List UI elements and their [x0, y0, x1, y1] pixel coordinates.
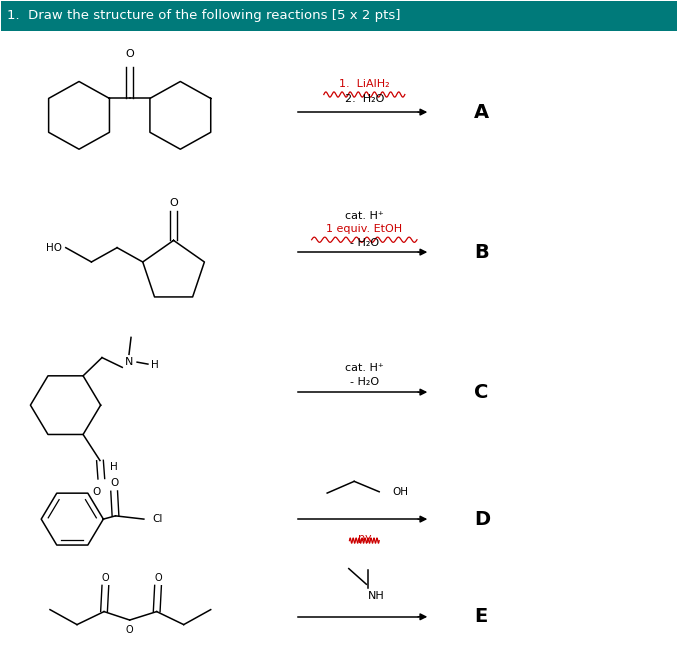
Text: CI: CI	[152, 514, 162, 524]
Text: NH: NH	[367, 591, 384, 601]
Text: cat. H⁺: cat. H⁺	[345, 362, 384, 373]
Text: O: O	[126, 625, 134, 636]
Text: D: D	[474, 509, 490, 528]
Text: A: A	[474, 103, 489, 122]
Text: OH: OH	[393, 487, 409, 497]
Text: B: B	[474, 243, 489, 262]
Text: H: H	[151, 360, 159, 370]
Text: N: N	[125, 357, 133, 367]
Text: O: O	[92, 487, 101, 496]
FancyBboxPatch shape	[1, 1, 677, 31]
Text: - H₂O: - H₂O	[350, 238, 379, 249]
Text: 1 equiv. EtOH: 1 equiv. EtOH	[326, 224, 402, 234]
Text: 1.  Draw the structure of the following reactions [5 x 2 pts]: 1. Draw the structure of the following r…	[7, 9, 400, 22]
Text: 2.  H₂O: 2. H₂O	[344, 94, 384, 104]
Text: cat. H⁺: cat. H⁺	[345, 211, 384, 221]
Text: O: O	[110, 477, 118, 488]
Text: HO: HO	[46, 243, 62, 252]
Text: O: O	[102, 573, 109, 583]
Text: O: O	[125, 49, 134, 60]
Text: E: E	[474, 608, 487, 627]
Text: O: O	[154, 573, 162, 583]
Text: py: py	[357, 534, 371, 543]
Text: C: C	[474, 383, 488, 402]
Text: O: O	[170, 198, 178, 208]
Text: - H₂O: - H₂O	[350, 377, 379, 387]
Text: H: H	[110, 462, 118, 472]
Text: 1.  LiAlH₂: 1. LiAlH₂	[339, 78, 390, 89]
